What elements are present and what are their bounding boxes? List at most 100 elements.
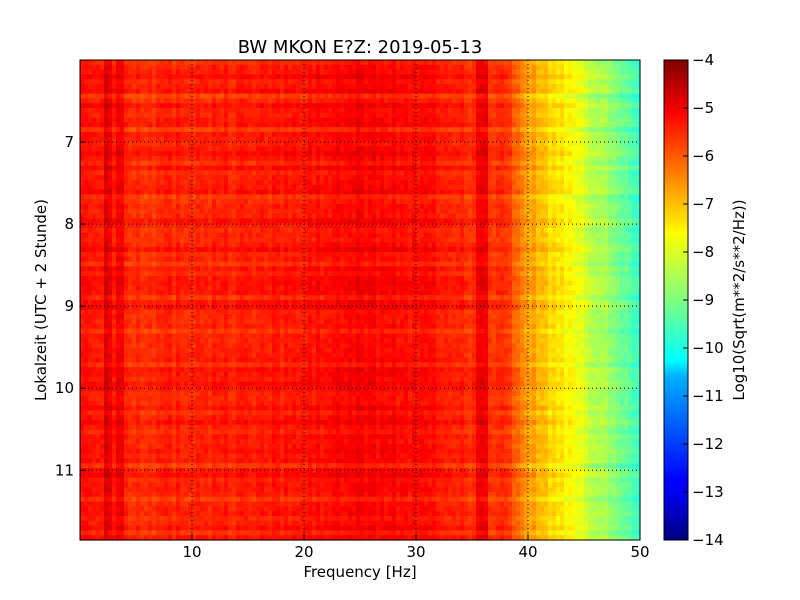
heatmap-cell [176,60,181,66]
heatmap-cell [416,146,421,152]
heatmap-cell [396,170,401,176]
heatmap-cell [244,175,249,181]
heatmap-cell [392,199,397,205]
heatmap-cell [388,60,393,66]
heatmap-cell [360,74,365,80]
heatmap-cell [176,64,181,71]
heatmap-cell [204,93,209,99]
heatmap-cell [572,117,577,123]
heatmap-cell [252,74,257,80]
heatmap-cell [344,228,349,234]
heatmap-cell [572,213,577,219]
heatmap-cell [512,146,517,152]
heatmap-cell [308,189,313,195]
heatmap-cell [368,127,373,133]
heatmap-cell [448,103,453,109]
heatmap-cell [440,117,445,123]
heatmap-cell [628,165,633,171]
heatmap-cell [412,218,417,224]
heatmap-cell [172,218,177,224]
heatmap-cell [488,103,493,109]
heatmap-cell [124,108,129,114]
heatmap-cell [204,141,209,147]
heatmap-cell [576,117,581,123]
heatmap-cell [540,74,545,80]
heatmap-cell [284,156,289,162]
heatmap-cell [396,108,401,114]
heatmap-cell [608,204,613,210]
heatmap-cell [400,93,405,99]
heatmap-cell [80,165,85,171]
heatmap-cell [316,194,321,200]
heatmap-cell [176,204,181,210]
heatmap-cell [196,156,201,162]
heatmap-cell [168,103,173,109]
heatmap-cell [152,132,157,138]
heatmap-cell [356,60,361,66]
heatmap-cell [388,146,393,152]
heatmap-cell [172,204,177,210]
heatmap-cell [588,218,593,224]
heatmap-cell [240,60,245,66]
heatmap-cell [596,208,601,215]
heatmap-cell [332,160,337,167]
heatmap-cell [564,88,569,95]
heatmap-cell [516,108,521,114]
heatmap-cell [460,112,465,119]
heatmap-cell [396,156,401,162]
heatmap-cell [616,98,621,104]
heatmap-cell [208,60,213,66]
heatmap-cell [396,98,401,104]
heatmap-cell [108,194,113,200]
heatmap-cell [200,136,205,143]
heatmap-cell [420,223,425,229]
heatmap-cell [328,184,333,191]
heatmap-cell [444,74,449,80]
heatmap-cell [164,151,169,157]
heatmap-cell [324,60,329,66]
heatmap-cell [284,60,289,66]
heatmap-cell [612,98,617,104]
heatmap-cell [636,194,641,200]
heatmap-cell [388,98,393,104]
heatmap-cell [232,208,237,215]
heatmap-cell [356,199,361,205]
heatmap-cell [388,160,393,167]
heatmap-cell [128,84,133,90]
heatmap-cell [508,204,513,210]
heatmap-cell [616,175,621,181]
heatmap-cell [420,64,425,71]
heatmap-cell [408,108,413,114]
heatmap-cell [636,69,641,75]
heatmap-cell [152,103,157,109]
heatmap-cell [400,213,405,219]
heatmap-cell [328,88,333,95]
heatmap-cell [100,175,105,181]
heatmap-cell [540,189,545,195]
heatmap-cell [516,218,521,224]
heatmap-cell [220,146,225,152]
heatmap-cell [220,103,225,109]
heatmap-cell [436,69,441,75]
heatmap-cell [624,79,629,85]
heatmap-cell [572,170,577,176]
heatmap-cell [328,84,333,90]
heatmap-cell [552,165,557,171]
heatmap-cell [404,199,409,205]
heatmap-cell [472,60,477,66]
heatmap-cell [124,132,129,138]
heatmap-cell [496,175,501,181]
heatmap-cell [500,218,505,224]
heatmap-cell [616,199,621,205]
heatmap-cell [108,151,113,157]
heatmap-cell [368,208,373,215]
heatmap-cell [536,160,541,167]
heatmap-cell [420,184,425,191]
heatmap-cell [300,208,305,215]
heatmap-cell [608,122,613,128]
heatmap-cell [476,136,481,143]
heatmap-cell [180,69,185,75]
heatmap-cell [244,146,249,152]
heatmap-cell [420,117,425,123]
heatmap-cell [260,93,265,99]
